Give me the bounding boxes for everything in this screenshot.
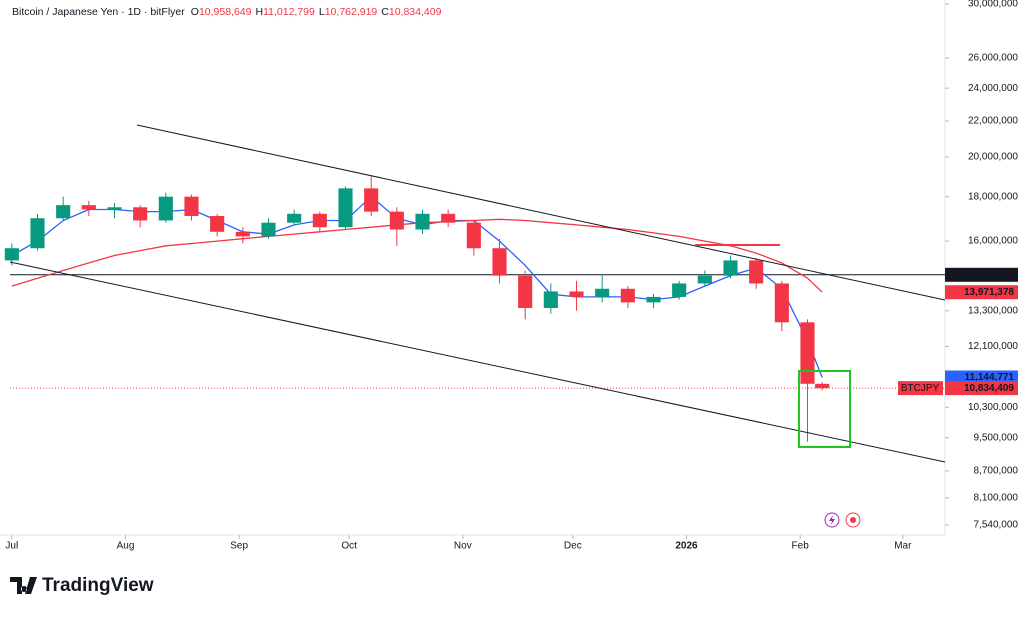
x-tick-label: 2026 xyxy=(675,541,698,552)
candle-body xyxy=(749,260,764,284)
legend-letter: C xyxy=(381,6,389,18)
legend-value: 10,834,409 xyxy=(389,6,442,18)
candle-body xyxy=(595,288,610,297)
candle-body xyxy=(800,322,815,384)
x-tick-label: Sep xyxy=(230,541,248,552)
chart-title: Bitcoin / Japanese Yen · 1D · bitFlyer xyxy=(12,6,185,18)
x-tick-label: Feb xyxy=(792,541,810,552)
y-tick-label: 16,000,000 xyxy=(968,236,1018,247)
candle-body xyxy=(569,291,584,297)
y-tick-label: 18,000,000 xyxy=(968,191,1018,202)
legend-letter: O xyxy=(191,6,199,18)
candle-body xyxy=(30,218,45,249)
x-tick-label: Dec xyxy=(564,541,582,552)
candle-body xyxy=(466,222,481,249)
y-tick-label: 20,000,000 xyxy=(968,152,1018,163)
candle-body xyxy=(158,196,173,221)
candle-body xyxy=(81,205,96,210)
brand-icon xyxy=(10,577,37,594)
ma-badge xyxy=(945,370,1018,385)
candle-body xyxy=(4,248,19,261)
ma-badge-label: 11,144,771 xyxy=(965,372,1015,383)
ma-badge xyxy=(945,285,1018,300)
candle-body xyxy=(133,207,148,221)
chart-header: Bitcoin / Japanese Yen · 1D · bitFlyer O1… xyxy=(12,6,442,18)
event-icon-glyph xyxy=(829,515,835,525)
candle-body xyxy=(235,231,250,237)
candle-body xyxy=(261,222,276,237)
last-price-badge xyxy=(945,381,1018,396)
x-tick-label: Mar xyxy=(894,541,912,552)
channel-upper xyxy=(136,124,946,301)
legend-value: 10,958,649 xyxy=(199,6,252,18)
legend-letter: H xyxy=(256,6,264,18)
y-tick-label: 12,100,000 xyxy=(968,341,1018,352)
candle-body xyxy=(210,216,225,232)
candle-body xyxy=(774,283,789,323)
x-tick-label: Jul xyxy=(5,541,18,552)
y-tick-label: 10,300,000 xyxy=(968,402,1018,413)
x-tick-label: Nov xyxy=(454,541,472,552)
y-tick-label: 9,500,000 xyxy=(974,432,1019,443)
y-tick-label: 8,100,000 xyxy=(974,492,1019,503)
candle-body xyxy=(389,211,404,230)
y-tick-label: 13,300,000 xyxy=(968,305,1018,316)
highlight-box xyxy=(798,370,851,448)
x-tick-label: Oct xyxy=(341,541,357,552)
candle-body xyxy=(543,291,558,308)
brand-logo[interactable]: TradingView xyxy=(10,575,154,596)
brand-name: TradingView xyxy=(42,575,154,596)
candle-body xyxy=(312,213,327,228)
legend-value: 11,012,799 xyxy=(263,6,315,18)
y-tick-label: 26,000,000 xyxy=(968,53,1018,64)
candle-body xyxy=(672,283,687,297)
candle-body xyxy=(107,207,122,210)
candle-body xyxy=(184,196,199,217)
x-tick-label: Aug xyxy=(117,541,135,552)
y-tick-label: 24,000,000 xyxy=(968,83,1018,94)
candle-body xyxy=(723,260,738,276)
candle-body xyxy=(492,248,507,276)
event-icon-glyph xyxy=(850,517,856,523)
y-tick-label: 8,700,000 xyxy=(974,466,1019,477)
candle-body xyxy=(518,275,533,308)
ma-badge-label: 13,971,378 xyxy=(964,287,1014,298)
y-tick-label: 30,000,000 xyxy=(968,0,1018,10)
level-badge-label: 14,632,248 xyxy=(964,269,1014,280)
candle-body xyxy=(56,205,71,219)
symbol-badge-label: BTCJPY xyxy=(901,383,940,394)
candle-body xyxy=(620,288,635,303)
candle-body xyxy=(697,275,712,284)
candle-body xyxy=(338,188,353,228)
legend-value: 10,762,919 xyxy=(325,6,378,18)
y-tick-label: 7,540,000 xyxy=(974,520,1019,531)
candle-body xyxy=(287,213,302,223)
candle-body xyxy=(646,296,661,303)
symbol-badge xyxy=(898,381,943,396)
channel-lower xyxy=(9,261,946,463)
candle-body xyxy=(441,213,456,223)
candle-body xyxy=(415,213,430,230)
candle-body xyxy=(815,383,830,389)
legend-letter: L xyxy=(319,6,325,18)
level-badge xyxy=(945,267,1018,282)
y-tick-label: 22,000,000 xyxy=(968,116,1018,127)
last-price-badge-label: 10,834,409 xyxy=(964,383,1014,394)
candle-body xyxy=(364,188,379,212)
